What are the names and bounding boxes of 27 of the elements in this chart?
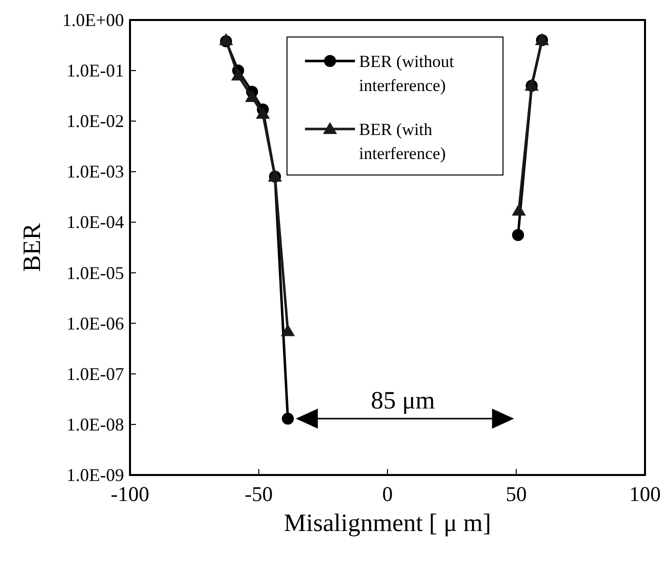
y-tick-label: 1.0E-03 bbox=[66, 162, 124, 182]
x-axis-title: Misalignment [ μ m] bbox=[284, 510, 492, 537]
y-tick-label: 1.0E-02 bbox=[66, 111, 124, 132]
point bbox=[245, 90, 260, 102]
legend-label: BER (with interference) bbox=[359, 120, 446, 163]
x-tick-label: -100 bbox=[110, 482, 150, 506]
y-axis-title: BER bbox=[19, 222, 46, 272]
y-tick-label: 1.0E-05 bbox=[66, 262, 124, 283]
y-tick-label: 1.0E-07 bbox=[66, 364, 124, 384]
x-tick-label: -50 bbox=[244, 482, 273, 506]
x-tick-label: 100 bbox=[629, 482, 661, 506]
point bbox=[512, 204, 526, 216]
y-tick-label: 1.0E-01 bbox=[66, 60, 124, 81]
point bbox=[512, 228, 524, 241]
annotation: 85 μm bbox=[370, 388, 436, 415]
x-tick-label: 0 bbox=[382, 482, 393, 506]
x-tick-label: 50 bbox=[506, 482, 527, 506]
y-tick-label: 1.0E-04 bbox=[66, 212, 124, 232]
point bbox=[280, 324, 295, 336]
legend-label: BER (without interference) bbox=[359, 52, 454, 95]
y-tick-label: 1.0E+00 bbox=[62, 10, 124, 30]
point bbox=[256, 106, 270, 119]
y-tick-label: 1.0E-06 bbox=[66, 313, 124, 334]
point bbox=[282, 412, 294, 425]
point bbox=[231, 68, 246, 80]
y-tick-label: 1.0E-09 bbox=[66, 465, 124, 485]
y-tick-label: 1.0E-08 bbox=[66, 414, 124, 434]
